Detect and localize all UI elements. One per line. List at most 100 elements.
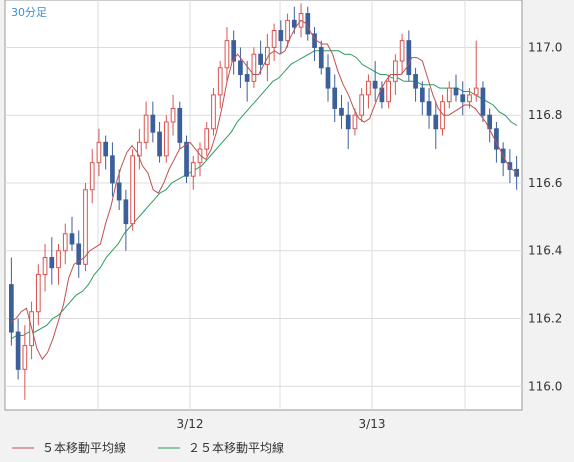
- x-axis-ticks: 3/12 3/13: [177, 417, 386, 431]
- candle: [137, 128, 142, 170]
- candle-body: [9, 284, 14, 333]
- legend: ５本移動平均線 ２５本移動平均線: [12, 440, 284, 455]
- candle: [62, 223, 68, 265]
- ma5-line-layer: [10, 19, 518, 361]
- candle-body: [446, 87, 452, 103]
- candle-body: [190, 162, 196, 177]
- candle: [197, 142, 203, 177]
- candle: [399, 33, 405, 75]
- candle: [9, 257, 14, 346]
- candle: [366, 74, 371, 109]
- ma5-line: [10, 19, 518, 361]
- y-axis-ticks: 116.0 116.2 116.4 116.6 116.8 117.0: [528, 40, 562, 393]
- candle-body: [35, 273, 41, 313]
- candle-body: [419, 87, 425, 103]
- candle-body: [433, 114, 439, 130]
- candle-body: [251, 53, 257, 82]
- candle: [446, 81, 452, 109]
- candle: [460, 81, 466, 116]
- candle: [89, 149, 95, 204]
- candle-body: [217, 67, 223, 96]
- candle-body: [137, 141, 142, 157]
- y-tick-label: 116.8: [528, 108, 562, 122]
- candle-body: [197, 148, 203, 164]
- candle-body: [103, 141, 109, 157]
- y-tick-label: 116.2: [528, 312, 562, 326]
- candle: [224, 27, 230, 82]
- candle: [204, 121, 210, 156]
- candle-body: [130, 155, 135, 225]
- candle: [332, 74, 338, 122]
- candle: [339, 94, 344, 129]
- candle: [217, 60, 223, 109]
- candle-body: [211, 94, 216, 130]
- candle: [96, 128, 102, 177]
- candle-body: [89, 162, 95, 191]
- candle-body: [170, 107, 176, 123]
- candle: [42, 243, 48, 292]
- candle-body: [278, 29, 284, 42]
- candle-body: [399, 40, 405, 62]
- candle: [473, 40, 479, 102]
- candle-body: [460, 94, 466, 103]
- candle-body: [42, 257, 48, 275]
- candle: [177, 101, 183, 150]
- candle: [285, 13, 290, 48]
- candle-body: [69, 233, 75, 245]
- candle: [184, 135, 189, 183]
- candle: [56, 243, 61, 285]
- candle-body: [238, 60, 243, 76]
- candle: [76, 230, 82, 278]
- candle: [278, 20, 284, 55]
- candle-body: [393, 60, 398, 82]
- candle-body: [285, 19, 290, 42]
- candle-body: [184, 141, 189, 177]
- x-tick-label: 3/13: [359, 417, 386, 431]
- candle-body: [110, 155, 115, 184]
- candle: [325, 54, 331, 102]
- candle-body: [157, 131, 162, 157]
- candle: [318, 40, 324, 75]
- candle-body: [473, 87, 479, 96]
- candle-body: [325, 67, 331, 89]
- candle-body: [372, 80, 378, 89]
- candle: [15, 318, 21, 380]
- candle-body: [271, 29, 277, 48]
- candle: [123, 189, 129, 251]
- candle-body: [123, 199, 129, 225]
- y-tick-label: 116.0: [528, 379, 562, 393]
- candle: [231, 30, 237, 75]
- candle: [345, 101, 351, 150]
- y-tick-label: 116.6: [528, 176, 562, 190]
- candle-body: [413, 74, 418, 89]
- candle: [22, 325, 28, 400]
- candle: [143, 101, 149, 150]
- candle: [49, 237, 55, 285]
- candle-body: [265, 46, 270, 65]
- candle-body: [56, 250, 61, 269]
- candle-body: [339, 107, 344, 116]
- ma25-line: [10, 50, 518, 340]
- candle-body: [366, 80, 371, 96]
- candle: [386, 74, 391, 109]
- candle: [170, 94, 176, 136]
- candle-body: [163, 121, 169, 157]
- candle: [372, 60, 378, 102]
- candle: [433, 101, 439, 150]
- candle-body: [244, 74, 250, 82]
- candle-body: [143, 114, 149, 143]
- legend-label: ５本移動平均線: [42, 440, 126, 455]
- candle: [190, 155, 196, 190]
- candle-body: [231, 40, 237, 62]
- candle: [211, 88, 216, 136]
- candle-body: [406, 40, 412, 76]
- candle: [413, 67, 418, 102]
- y-tick-label: 116.4: [528, 244, 562, 258]
- candle-body: [352, 114, 358, 130]
- candle-body: [76, 243, 82, 265]
- candle: [258, 40, 263, 75]
- candle-body: [359, 94, 365, 116]
- candle: [69, 216, 75, 251]
- candle-body: [177, 107, 183, 143]
